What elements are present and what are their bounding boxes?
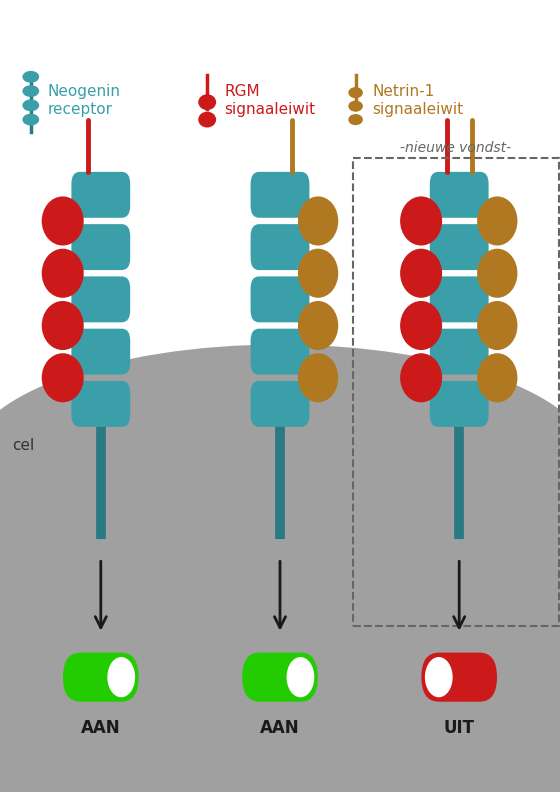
Ellipse shape — [298, 249, 338, 298]
Text: -nieuwe vondst-: -nieuwe vondst- — [400, 141, 511, 155]
Ellipse shape — [198, 112, 216, 128]
Text: AAN: AAN — [81, 719, 120, 737]
Bar — [353, 158, 559, 626]
FancyBboxPatch shape — [430, 381, 488, 427]
Ellipse shape — [400, 196, 442, 246]
FancyBboxPatch shape — [250, 329, 309, 375]
Ellipse shape — [108, 657, 135, 697]
FancyBboxPatch shape — [72, 224, 130, 270]
Text: Neogenin
receptor: Neogenin receptor — [48, 85, 120, 116]
Ellipse shape — [41, 249, 84, 298]
FancyBboxPatch shape — [242, 653, 318, 702]
Ellipse shape — [298, 301, 338, 350]
Ellipse shape — [22, 113, 39, 126]
Ellipse shape — [400, 301, 442, 350]
Ellipse shape — [0, 345, 560, 582]
Ellipse shape — [348, 87, 363, 98]
FancyBboxPatch shape — [72, 172, 130, 218]
FancyBboxPatch shape — [430, 172, 488, 218]
FancyBboxPatch shape — [430, 276, 488, 322]
Ellipse shape — [198, 94, 216, 110]
Ellipse shape — [348, 114, 363, 125]
FancyBboxPatch shape — [430, 224, 488, 270]
Ellipse shape — [22, 70, 39, 83]
FancyBboxPatch shape — [72, 329, 130, 375]
Ellipse shape — [22, 85, 39, 97]
Ellipse shape — [425, 657, 452, 697]
Ellipse shape — [287, 657, 314, 697]
Ellipse shape — [298, 353, 338, 402]
Ellipse shape — [298, 196, 338, 246]
Ellipse shape — [477, 196, 517, 246]
FancyBboxPatch shape — [63, 653, 138, 702]
Text: Netrin-1
signaaleiwit: Netrin-1 signaaleiwit — [372, 85, 464, 116]
FancyBboxPatch shape — [250, 224, 309, 270]
FancyBboxPatch shape — [250, 276, 309, 322]
Ellipse shape — [477, 249, 517, 298]
Ellipse shape — [400, 353, 442, 402]
FancyBboxPatch shape — [72, 276, 130, 322]
Ellipse shape — [400, 249, 442, 298]
Ellipse shape — [41, 196, 84, 246]
FancyBboxPatch shape — [250, 172, 309, 218]
Bar — [0, 463, 560, 792]
Text: UIT: UIT — [444, 719, 475, 737]
Ellipse shape — [477, 353, 517, 402]
Text: cel: cel — [12, 438, 35, 452]
FancyBboxPatch shape — [430, 329, 488, 375]
FancyBboxPatch shape — [421, 653, 497, 702]
Text: RGM
signaaleiwit: RGM signaaleiwit — [224, 85, 315, 116]
FancyBboxPatch shape — [250, 381, 309, 427]
Ellipse shape — [477, 301, 517, 350]
Ellipse shape — [41, 353, 84, 402]
Ellipse shape — [348, 101, 363, 112]
FancyBboxPatch shape — [72, 381, 130, 427]
Ellipse shape — [41, 301, 84, 350]
Ellipse shape — [22, 100, 39, 112]
Text: AAN: AAN — [260, 719, 300, 737]
